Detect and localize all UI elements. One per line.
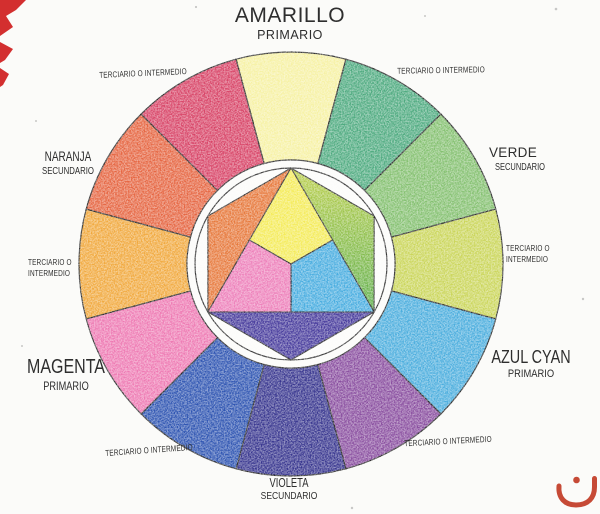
label-terciario-right: TERCIARIO O INTERMEDIO: [506, 243, 550, 265]
color-type-magenta: PRIMARIO: [43, 381, 89, 393]
paper-specks: [21, 5, 585, 510]
paper-scrap: [0, 42, 13, 63]
color-name-magenta: MAGENTA: [27, 356, 105, 378]
color-type-naranja: SECUNDARIO: [41, 166, 95, 178]
logo-bowl-stroke: [556, 476, 597, 508]
label-terciario-left: TERCIARIO O INTERMEDIO: [28, 257, 72, 279]
terciario-line2: INTERMEDIO: [506, 254, 549, 264]
brand-mark-icon: [556, 476, 597, 508]
red-paper-scrap-decoration: [0, 0, 26, 87]
terciario-line1: TERCIARIO O: [28, 257, 72, 267]
color-type-verde: SECUNDARIO: [495, 162, 546, 174]
label-amarillo: AMARILLO PRIMARIO: [190, 4, 390, 43]
color-name-azul-cyan: AZUL CYAN: [491, 347, 571, 367]
label-azul-cyan: AZUL CYAN PRIMARIO: [481, 348, 581, 380]
label-naranja: NARANJA SECUNDARIO: [18, 149, 118, 178]
terciario-line1: TERCIARIO O: [506, 243, 550, 253]
color-name-violeta: VIOLETA: [269, 476, 309, 490]
color-name-amarillo: AMARILLO: [234, 4, 346, 27]
color-type-violeta: SECUNDARIO: [260, 491, 318, 503]
color-name-verde: VERDE: [489, 145, 538, 160]
color-type-azul-cyan: PRIMARIO: [507, 367, 555, 380]
terciario-line2: INTERMEDIO: [28, 268, 71, 278]
color-type-amarillo: PRIMARIO: [257, 28, 323, 43]
label-magenta: MAGENTA PRIMARIO: [16, 356, 116, 394]
paper-scrap: [0, 0, 26, 36]
color-name-naranja: NARANJA: [44, 149, 92, 164]
logo-dot: [573, 476, 580, 484]
label-verde: VERDE SECUNDARIO: [489, 145, 562, 174]
label-violeta: VIOLETA SECUNDARIO: [214, 476, 364, 503]
paper-scrap: [0, 68, 9, 87]
